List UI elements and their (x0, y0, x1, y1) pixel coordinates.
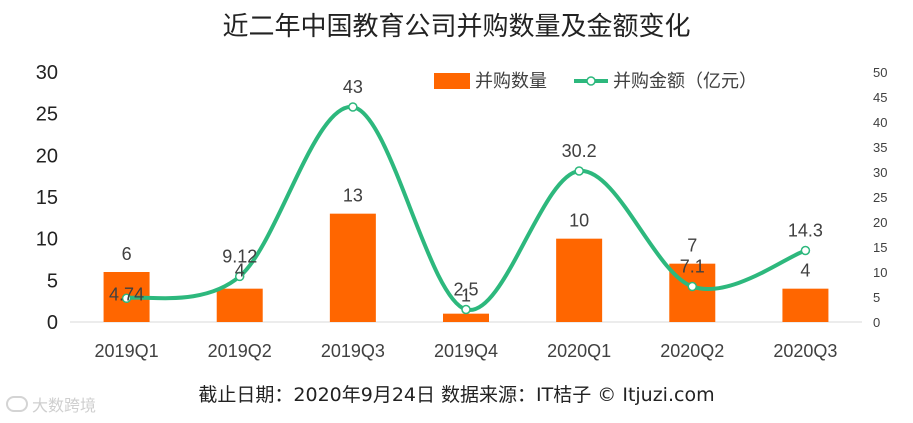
left-tick-label: 0 (47, 312, 58, 334)
right-tick-label: 10 (873, 265, 887, 280)
bar-data-label: 10 (569, 211, 589, 231)
bar-data-label: 4 (800, 261, 810, 281)
left-tick-label: 20 (36, 145, 58, 167)
data-labels: 6 4 13 1 10 7 4 4.74 9.12 43 2.5 30.2 7.1 14.3 (109, 77, 823, 306)
right-tick-label: 35 (873, 140, 887, 155)
left-tick-label: 15 (36, 187, 58, 209)
bar-data-label: 6 (122, 244, 132, 264)
bar-data-label: 7 (687, 236, 697, 256)
watermark-logo-icon (6, 396, 28, 412)
line-point (121, 293, 132, 304)
legend-line-marker (586, 76, 596, 86)
right-tick-label: 50 (873, 65, 887, 80)
x-axis: 2019Q1 2019Q2 2019Q3 2019Q4 2020Q1 2020Q2 2020… (70, 321, 862, 361)
right-axis: 0 5 10 15 20 25 30 35 40 45 50 (873, 65, 887, 330)
bar (443, 313, 489, 322)
left-axis: 0 5 10 15 20 25 30 (36, 62, 58, 334)
x-tick-label: 2020Q3 (773, 341, 837, 361)
bar-data-label: 1 (461, 286, 471, 306)
line-point (234, 271, 245, 282)
right-tick-label: 45 (873, 90, 887, 105)
x-tick-label: 2020Q2 (660, 341, 724, 361)
line-series (121, 102, 811, 315)
line-point (800, 245, 811, 256)
x-tick-label: 2019Q1 (95, 341, 159, 361)
source-footer: 截止日期：2020年9月24日 数据来源：IT桔子 © Itjuzi.com (198, 384, 715, 406)
x-tick-label: 2019Q3 (321, 341, 385, 361)
legend-line-label: 并购金额（亿元） (613, 71, 757, 91)
left-tick-label: 30 (36, 62, 58, 84)
legend: 并购数量 并购金额（亿元） (434, 71, 757, 91)
line-data-label: 9.12 (222, 246, 257, 266)
line-data-label: 14.3 (788, 221, 823, 241)
right-tick-label: 0 (873, 315, 880, 330)
bar (556, 238, 603, 322)
left-tick-label: 25 (36, 104, 58, 126)
line-point (574, 166, 584, 176)
bar-data-label: 4 (235, 261, 245, 281)
right-tick-label: 5 (873, 290, 880, 305)
left-tick-label: 10 (36, 229, 58, 251)
legend-bar-swatch (434, 73, 470, 89)
line-data-label: 2.5 (453, 280, 478, 300)
right-tick-label: 40 (873, 115, 887, 130)
bar (669, 263, 716, 322)
line-data-label: 43 (343, 77, 363, 97)
x-tick-label: 2019Q4 (434, 341, 498, 361)
right-tick-label: 25 (873, 190, 887, 205)
line-point (461, 304, 471, 315)
watermark: 大数跨境 (6, 392, 96, 416)
left-tick-label: 5 (47, 270, 58, 292)
line-data-label: 30.2 (562, 141, 597, 161)
chart-title: 近二年中国教育公司并购数量及金额变化 (222, 12, 691, 42)
line-data-label: 4.74 (109, 284, 144, 304)
watermark-text: 大数跨境 (32, 396, 97, 415)
x-tick-label: 2020Q1 (547, 341, 611, 361)
line-point (348, 102, 358, 112)
bar (216, 288, 263, 322)
bar (782, 288, 829, 322)
legend-bar-label: 并购数量 (475, 71, 547, 91)
right-tick-label: 15 (873, 240, 887, 255)
x-tick-label: 2019Q2 (208, 341, 272, 361)
right-tick-label: 20 (873, 215, 887, 230)
bar-data-label: 13 (343, 186, 363, 206)
bar (329, 213, 376, 322)
line-data-label: 7.1 (680, 257, 705, 277)
line-point (687, 281, 698, 292)
bar-series (103, 213, 829, 322)
right-tick-label: 30 (873, 165, 887, 180)
